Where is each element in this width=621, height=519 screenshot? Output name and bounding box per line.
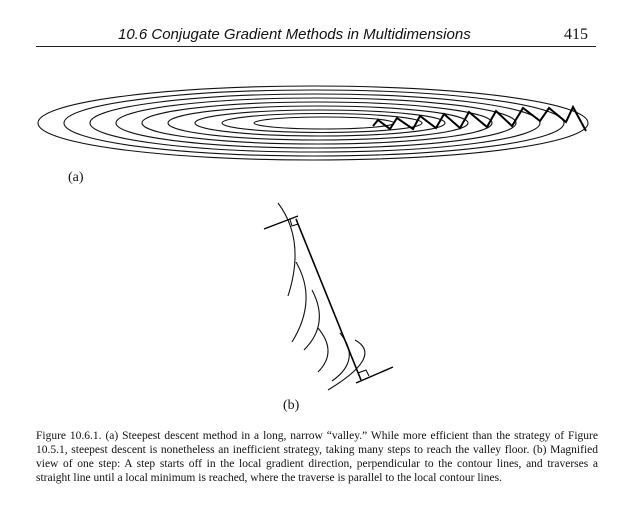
contour-arc: [291, 261, 307, 343]
contour-ellipse: [253, 116, 395, 130]
contour-ellipse: [141, 101, 493, 145]
contour-ellipse: [89, 93, 541, 153]
contour-ellipse: [115, 97, 517, 149]
starting-contour-tangent: [263, 215, 299, 230]
contour-arc: [303, 289, 320, 351]
right-angle-marker-end: [357, 369, 370, 377]
contour-arc: [277, 202, 296, 297]
valley-contours: [37, 85, 589, 161]
panel-label-b: (b): [283, 398, 300, 413]
line-search-step: [295, 218, 362, 381]
contour-arc: [327, 339, 366, 391]
contour-ellipse: [63, 89, 565, 157]
page-header: 10.6 Conjugate Gradient Methods in Multi…: [36, 26, 596, 47]
contour-ellipse: [37, 85, 589, 161]
section-title: 10.6 Conjugate Gradient Methods in Multi…: [118, 26, 471, 43]
contour-ellipse: [221, 112, 423, 134]
right-angle-marker-start: [289, 219, 299, 227]
contour-arc: [331, 332, 350, 382]
contour-ellipse: [167, 105, 469, 141]
panel-label-a: (a): [68, 170, 84, 185]
contour-arc: [317, 327, 329, 373]
steepest-descent-path: [372, 104, 587, 132]
page-number: 415: [564, 26, 588, 43]
magnified-contours: [277, 202, 366, 391]
ending-contour-tangent: [355, 366, 394, 384]
contour-ellipse: [194, 109, 446, 137]
figure-caption: Figure 10.6.1. (a) Steepest descent meth…: [36, 430, 598, 484]
